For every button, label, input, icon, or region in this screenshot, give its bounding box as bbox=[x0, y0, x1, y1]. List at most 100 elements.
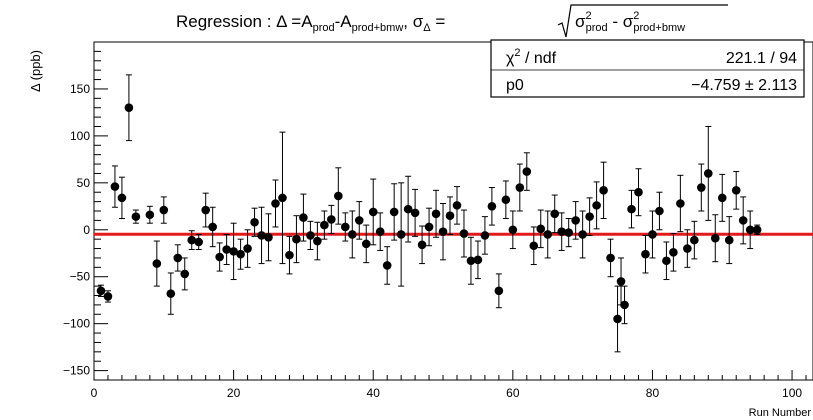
marker bbox=[396, 230, 406, 239]
data-point bbox=[578, 210, 587, 259]
marker bbox=[194, 237, 204, 247]
data-point bbox=[508, 210, 518, 250]
data-point bbox=[250, 207, 259, 237]
marker bbox=[382, 261, 392, 270]
title-sub3: Δ bbox=[423, 22, 431, 34]
marker bbox=[543, 230, 553, 239]
marker bbox=[571, 216, 580, 225]
rad-sup1: 2 bbox=[586, 10, 592, 22]
data-point bbox=[278, 131, 287, 265]
data-point bbox=[347, 210, 357, 259]
marker bbox=[103, 292, 113, 301]
data-point bbox=[487, 187, 497, 226]
data-point bbox=[354, 201, 364, 240]
marker bbox=[620, 300, 629, 310]
marker bbox=[131, 212, 141, 221]
marker bbox=[117, 193, 127, 203]
data-point bbox=[194, 233, 204, 250]
marker bbox=[690, 235, 699, 245]
data-point bbox=[515, 163, 525, 212]
data-point bbox=[389, 183, 399, 241]
marker bbox=[417, 240, 427, 250]
data-point bbox=[396, 182, 406, 287]
data-point bbox=[306, 220, 315, 250]
marker bbox=[578, 230, 587, 239]
data-point bbox=[215, 242, 224, 272]
marker bbox=[271, 199, 280, 208]
data-point bbox=[243, 229, 252, 268]
marker bbox=[229, 247, 238, 256]
data-point bbox=[257, 206, 266, 265]
marker bbox=[459, 229, 469, 238]
marker bbox=[627, 204, 636, 214]
data-point bbox=[424, 207, 434, 247]
data-point bbox=[690, 220, 699, 260]
data-point bbox=[445, 196, 455, 235]
data-point bbox=[501, 180, 511, 220]
data-point bbox=[152, 240, 162, 287]
data-point bbox=[564, 218, 573, 248]
marker bbox=[264, 232, 273, 242]
marker bbox=[613, 314, 622, 324]
data-point bbox=[131, 209, 141, 224]
data-point bbox=[676, 174, 685, 233]
marker bbox=[145, 210, 155, 220]
marker bbox=[585, 212, 594, 221]
marker bbox=[473, 255, 483, 265]
marker bbox=[285, 250, 294, 260]
marker bbox=[124, 103, 134, 113]
marker bbox=[487, 202, 497, 211]
data-point bbox=[229, 222, 238, 281]
data-point bbox=[683, 229, 692, 268]
data-point bbox=[201, 192, 210, 228]
marker bbox=[292, 234, 301, 244]
marker bbox=[389, 207, 399, 217]
rad-sigma1: σ bbox=[575, 12, 586, 31]
marker bbox=[306, 231, 315, 240]
data-point bbox=[585, 197, 594, 236]
marker bbox=[347, 230, 357, 239]
data-point bbox=[375, 212, 385, 251]
marker bbox=[375, 227, 385, 236]
marker bbox=[501, 195, 511, 205]
marker bbox=[236, 249, 245, 259]
data-point bbox=[620, 285, 629, 325]
marker bbox=[187, 235, 197, 245]
marker bbox=[494, 286, 504, 296]
marker bbox=[452, 201, 462, 210]
data-point bbox=[159, 196, 169, 224]
data-point bbox=[459, 209, 469, 258]
data-point bbox=[550, 194, 560, 234]
marker bbox=[634, 187, 643, 197]
y-tick-label: −100 bbox=[63, 317, 90, 331]
title-sub2: prod+bmw bbox=[352, 22, 404, 34]
marker bbox=[731, 186, 741, 195]
data-point bbox=[494, 273, 504, 309]
marker bbox=[361, 239, 371, 249]
data-point bbox=[417, 225, 427, 265]
marker bbox=[676, 199, 685, 208]
marker bbox=[438, 227, 448, 236]
marker bbox=[215, 252, 224, 262]
rad-sub2: prod+bmw bbox=[633, 22, 685, 34]
marker bbox=[327, 215, 336, 224]
x-axis-label: Run Number bbox=[749, 407, 812, 419]
data-point bbox=[724, 216, 734, 265]
y-tick-label: 0 bbox=[83, 223, 90, 237]
data-point bbox=[208, 206, 217, 248]
data-point bbox=[341, 212, 350, 242]
marker bbox=[222, 245, 231, 254]
data-point bbox=[166, 272, 176, 315]
data-point bbox=[313, 221, 322, 261]
data-point bbox=[327, 204, 336, 235]
y-tick-label: 50 bbox=[77, 176, 91, 190]
marker bbox=[648, 230, 657, 239]
marker bbox=[173, 253, 183, 263]
marker bbox=[299, 213, 308, 222]
rad-sigma2: σ bbox=[623, 12, 634, 31]
marker bbox=[515, 183, 525, 192]
marker bbox=[110, 182, 120, 191]
data-point bbox=[606, 238, 615, 278]
data-point bbox=[438, 202, 448, 261]
